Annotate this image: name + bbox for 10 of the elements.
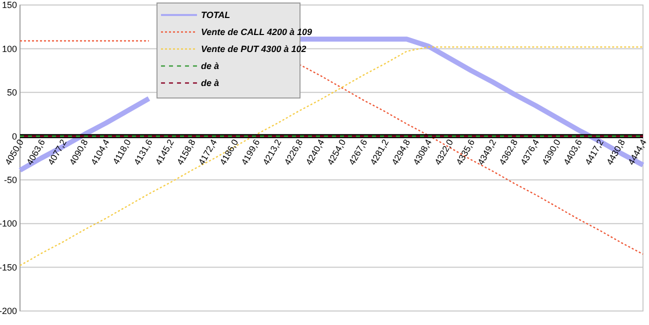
y-tick-label: 50 (6, 88, 17, 98)
legend-label: de à (201, 61, 220, 72)
legend-label: TOTAL (201, 10, 230, 20)
y-tick-label: -50 (4, 175, 17, 186)
y-tick-label: 100 (2, 44, 17, 54)
legend-label: Vente de PUT 4300 à 102 (201, 44, 306, 54)
legend-label: de à (201, 78, 220, 88)
y-tick-label: 150 (2, 0, 17, 10)
legend-label: Vente de CALL 4200 à 109 (201, 27, 312, 38)
y-tick-label: 0 (12, 131, 17, 142)
